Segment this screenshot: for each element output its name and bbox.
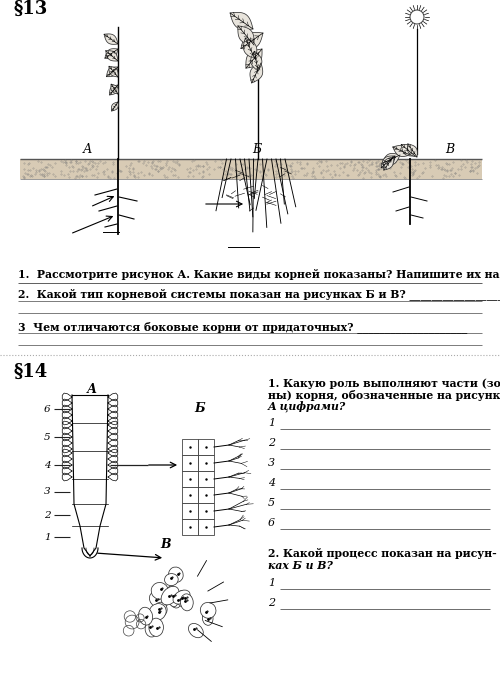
Text: 2. Какой процесс показан на рисун-: 2. Какой процесс показан на рисун- xyxy=(268,548,497,559)
Bar xyxy=(182,439,198,455)
Polygon shape xyxy=(250,51,262,71)
Bar xyxy=(182,487,198,503)
Text: 1: 1 xyxy=(44,533,51,542)
Ellipse shape xyxy=(138,607,152,625)
Text: 2: 2 xyxy=(268,598,275,608)
Text: 4: 4 xyxy=(44,461,51,470)
Polygon shape xyxy=(244,38,257,59)
Text: 1: 1 xyxy=(268,418,275,428)
Polygon shape xyxy=(104,34,118,44)
Polygon shape xyxy=(106,67,118,76)
Ellipse shape xyxy=(154,602,167,617)
Text: Б: Б xyxy=(194,402,204,415)
Ellipse shape xyxy=(161,586,179,605)
Polygon shape xyxy=(393,145,410,156)
Ellipse shape xyxy=(145,621,158,637)
Bar xyxy=(182,503,198,519)
Text: 6: 6 xyxy=(268,518,275,528)
Text: 6: 6 xyxy=(44,405,51,414)
Ellipse shape xyxy=(149,604,166,620)
Bar xyxy=(198,519,214,535)
Polygon shape xyxy=(381,156,395,167)
Text: 5: 5 xyxy=(268,498,275,508)
Polygon shape xyxy=(112,102,118,111)
Bar xyxy=(182,471,198,487)
Text: А: А xyxy=(87,383,97,396)
Ellipse shape xyxy=(168,567,183,582)
Bar xyxy=(198,455,214,471)
Bar xyxy=(182,455,198,471)
Polygon shape xyxy=(384,157,394,170)
Ellipse shape xyxy=(180,594,193,610)
Bar xyxy=(198,471,214,487)
Polygon shape xyxy=(109,66,118,77)
Ellipse shape xyxy=(188,624,204,638)
Text: ках Б и В?: ках Б и В? xyxy=(268,560,333,571)
Ellipse shape xyxy=(151,582,168,599)
Text: 3: 3 xyxy=(44,488,51,497)
Ellipse shape xyxy=(169,590,182,608)
Bar xyxy=(182,519,198,535)
Polygon shape xyxy=(110,85,118,95)
Ellipse shape xyxy=(200,602,216,618)
Ellipse shape xyxy=(173,590,190,604)
Ellipse shape xyxy=(166,586,178,607)
Text: ны) корня, обозначенные на рисунке: ны) корня, обозначенные на рисунке xyxy=(268,390,500,401)
Ellipse shape xyxy=(202,611,213,626)
Bar xyxy=(198,439,214,455)
Text: 1: 1 xyxy=(268,578,275,588)
Polygon shape xyxy=(111,84,118,94)
Text: 3  Чем отличаются боковые корни от придаточных? ____________________: 3 Чем отличаются боковые корни от придат… xyxy=(18,321,467,333)
Bar xyxy=(198,487,214,503)
Text: 1. Какую роль выполняют части (зо-: 1. Какую роль выполняют части (зо- xyxy=(268,378,500,389)
Bar xyxy=(20,159,482,179)
Polygon shape xyxy=(105,49,118,59)
Text: 2.  Какой тип корневой системы показан на рисунках Б и В? _____________________: 2. Какой тип корневой системы показан на… xyxy=(18,288,500,300)
Ellipse shape xyxy=(164,573,178,586)
Polygon shape xyxy=(241,32,263,49)
Polygon shape xyxy=(238,26,254,45)
Text: 2: 2 xyxy=(268,438,275,448)
Polygon shape xyxy=(106,51,118,61)
Polygon shape xyxy=(408,144,418,157)
Text: В: В xyxy=(445,143,454,156)
Polygon shape xyxy=(230,12,253,30)
Text: А: А xyxy=(83,143,92,156)
Text: А цифрами?: А цифрами? xyxy=(268,402,346,413)
Text: 1.  Рассмотрите рисунок А. Какие виды корней показаны? Напишите их на указателях: 1. Рассмотрите рисунок А. Какие виды кор… xyxy=(18,269,500,280)
Ellipse shape xyxy=(176,590,192,607)
Text: 4: 4 xyxy=(268,478,275,488)
Text: §13: §13 xyxy=(14,0,48,18)
Polygon shape xyxy=(401,145,415,156)
Text: В: В xyxy=(160,538,170,551)
Bar xyxy=(198,503,214,519)
Ellipse shape xyxy=(150,591,168,608)
Text: 5: 5 xyxy=(44,433,51,442)
Text: §14: §14 xyxy=(14,363,48,381)
Text: Б: Б xyxy=(252,143,261,156)
Ellipse shape xyxy=(149,618,164,637)
Polygon shape xyxy=(382,154,400,165)
Text: 3: 3 xyxy=(268,458,275,468)
Text: 2: 2 xyxy=(44,511,51,520)
Polygon shape xyxy=(246,49,262,68)
Polygon shape xyxy=(250,63,262,83)
